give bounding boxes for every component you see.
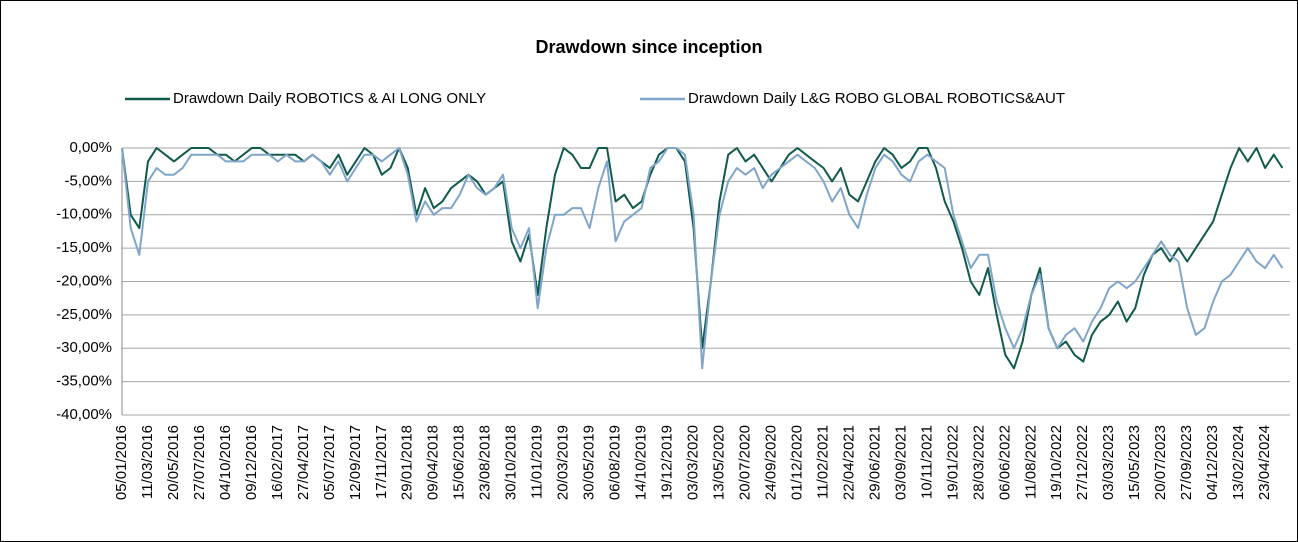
x-tick-label: 03/09/2021: [892, 425, 909, 500]
x-tick-label: 11/02/2021: [814, 425, 831, 499]
series-line: [121, 147, 1284, 370]
x-tick-label: 27/12/2022: [1074, 425, 1091, 500]
x-tick-label: 17/11/2017: [373, 425, 390, 499]
y-tick-label: -30,00%: [56, 339, 112, 356]
x-tick-label: 19/10/2022: [1048, 425, 1065, 500]
x-tick-label: 06/06/2022: [996, 425, 1013, 500]
x-tick-label: 14/10/2019: [633, 425, 650, 500]
x-tick-label: 16/02/2017: [269, 425, 286, 500]
x-tick-label: 20/07/2023: [1152, 425, 1169, 500]
x-tick-label: 15/06/2018: [451, 425, 468, 500]
x-tick-label: 01/12/2020: [788, 425, 805, 500]
legend-label: Drawdown Daily ROBOTICS & AI LONG ONLY: [173, 90, 486, 107]
x-tick-label: 03/03/2023: [1100, 425, 1117, 500]
x-tick-label: 23/04/2024: [1256, 425, 1273, 500]
x-tick-label: 06/08/2019: [607, 425, 624, 500]
x-tick-label: 27/09/2023: [1178, 425, 1195, 500]
x-tick-label: 29/01/2018: [399, 425, 416, 500]
x-tick-label: 09/04/2018: [425, 425, 442, 500]
x-tick-label: 27/04/2017: [295, 425, 312, 500]
x-tick-label: 24/09/2020: [762, 425, 779, 500]
y-tick-label: -40,00%: [56, 406, 112, 423]
x-tick-label: 13/05/2020: [711, 425, 728, 500]
x-tick-label: 23/08/2018: [477, 425, 494, 500]
x-tick-label: 19/12/2019: [659, 425, 676, 500]
y-tick-label: -20,00%: [56, 272, 112, 289]
chart-title: Drawdown since inception: [535, 37, 762, 57]
x-tick-label: 30/05/2019: [581, 425, 598, 500]
legend-label: Drawdown Daily L&G ROBO GLOBAL ROBOTICS&…: [688, 90, 1065, 107]
x-tick-label: 27/07/2016: [191, 425, 208, 500]
x-tick-label: 30/10/2018: [503, 425, 520, 500]
x-tick-label: 13/02/2024: [1230, 425, 1247, 500]
x-tick-label: 09/12/2016: [243, 425, 260, 500]
x-tick-label: 10/11/2021: [918, 425, 935, 499]
y-tick-label: -35,00%: [56, 373, 112, 390]
x-tick-label: 03/03/2020: [685, 425, 702, 500]
x-tick-label: 11/01/2019: [529, 425, 546, 499]
x-tick-label: 20/03/2019: [555, 425, 572, 500]
x-tick-label: 04/12/2023: [1204, 425, 1221, 500]
x-tick-label: 15/05/2023: [1126, 425, 1143, 500]
y-tick-label: -25,00%: [56, 306, 112, 323]
x-tick-label: 22/04/2021: [840, 425, 857, 500]
x-tick-label: 11/08/2022: [1022, 425, 1039, 499]
y-tick-label: -5,00%: [64, 172, 112, 189]
x-tick-label: 19/01/2022: [944, 425, 961, 500]
x-tick-label: 28/03/2022: [970, 425, 987, 500]
x-tick-label: 11/03/2016: [139, 425, 156, 499]
x-tick-label: 20/07/2020: [736, 425, 753, 500]
y-tick-label: 0,00%: [69, 139, 112, 156]
x-tick-label: 05/07/2017: [321, 425, 338, 500]
x-tick-label: 04/10/2016: [217, 425, 234, 500]
y-tick-label: -10,00%: [56, 206, 112, 223]
x-tick-label: 29/06/2021: [866, 425, 883, 500]
x-tick-label: 12/09/2017: [347, 425, 364, 500]
y-tick-label: -15,00%: [56, 239, 112, 256]
x-tick-label: 05/01/2016: [113, 425, 130, 500]
x-tick-label: 20/05/2016: [165, 425, 182, 500]
